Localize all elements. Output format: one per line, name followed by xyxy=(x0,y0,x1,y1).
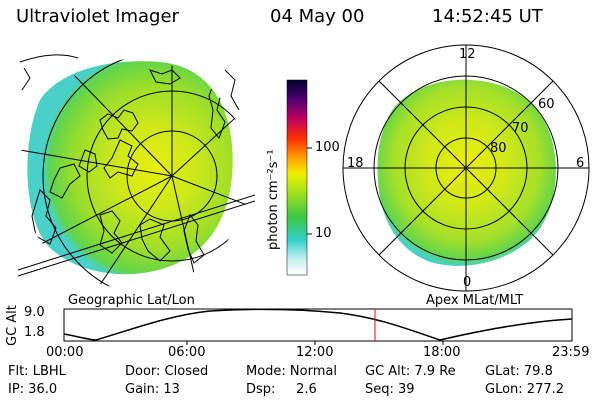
glat-info: GLat: 79.8 xyxy=(485,364,553,379)
mlt-label-6: 6 xyxy=(576,156,585,171)
mlt-label-12: 12 xyxy=(459,47,476,62)
mode-info: Mode: Normal xyxy=(246,364,337,379)
colorbar xyxy=(286,79,312,276)
mlat-label-70: 70 xyxy=(512,121,529,136)
colorbar-tick-100: 100 xyxy=(315,140,340,155)
time-tick-0000: 00:00 xyxy=(46,345,84,360)
ip-info: IP: 36.0 xyxy=(8,382,58,397)
glon-info: GLon: 277.2 xyxy=(485,382,565,397)
seq-info: Seq: 39 xyxy=(365,382,415,397)
instrument-title: Ultraviolet Imager xyxy=(16,6,179,27)
dsp-info: Dsp: 2.6 xyxy=(246,382,317,397)
door-info: Door: Closed xyxy=(125,364,209,379)
time-label: 14:52:45 UT xyxy=(432,6,543,27)
colorbar-unit-label: photon cm⁻²s⁻¹ xyxy=(266,149,281,250)
gain-info: Gain: 13 xyxy=(125,382,180,397)
altitude-ylabel: GC Alt xyxy=(5,305,20,346)
mlat-label-60: 60 xyxy=(538,97,555,112)
time-tick-1800: 18:00 xyxy=(423,345,461,360)
date-label: 04 May 00 xyxy=(270,6,365,27)
altitude-plot xyxy=(63,308,573,345)
mlt-label-0: 0 xyxy=(463,275,472,290)
altitude-ytick-min: 1.8 xyxy=(24,325,45,340)
mlat-label-80: 80 xyxy=(490,141,507,156)
apex-polar-plot xyxy=(342,44,590,292)
gc-alt-info: GC Alt: 7.9 Re xyxy=(365,364,456,379)
mlt-label-18: 18 xyxy=(347,156,364,171)
apex-panel-label: Apex MLat/MLT xyxy=(426,293,524,308)
altitude-ytick-max: 9.0 xyxy=(24,305,45,320)
time-tick-0600: 06:00 xyxy=(168,345,206,360)
colorbar-tick-10: 10 xyxy=(315,226,332,241)
filter-info: Flt: LBHL xyxy=(8,364,66,379)
geographic-panel-label: Geographic Lat/Lon xyxy=(68,293,195,308)
time-tick-1200: 12:00 xyxy=(296,345,334,360)
time-tick-2359: 23:59 xyxy=(552,345,590,360)
